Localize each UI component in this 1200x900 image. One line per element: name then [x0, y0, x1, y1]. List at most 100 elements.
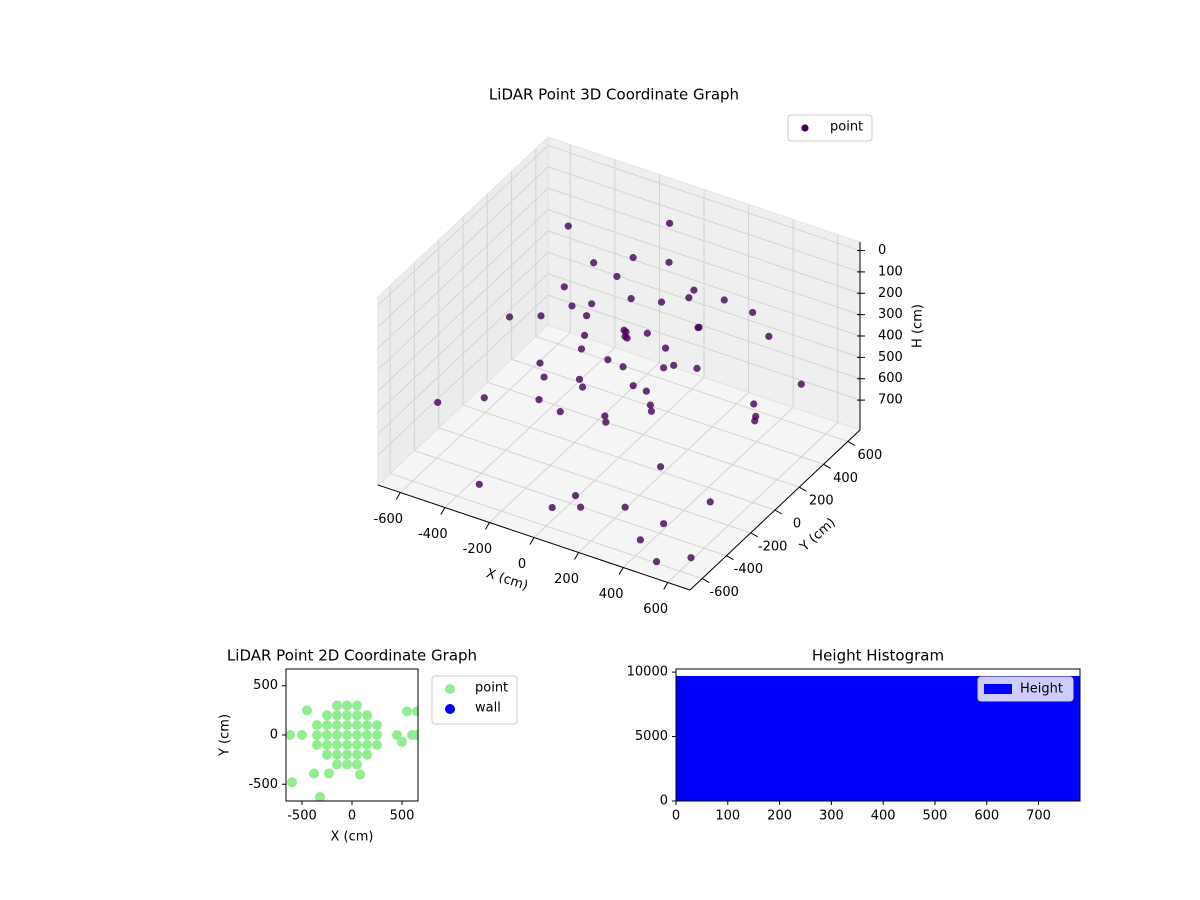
legend-marker — [445, 684, 455, 694]
legend-box — [787, 114, 873, 142]
x-tick-label: 100 — [715, 809, 740, 824]
tick-mark — [440, 507, 446, 515]
x-tick-label: 0 — [672, 809, 680, 824]
point — [342, 730, 352, 740]
point — [352, 749, 362, 760]
point — [397, 736, 407, 747]
point — [475, 480, 483, 488]
x-tick-label: 400 — [871, 809, 896, 824]
point — [577, 345, 586, 353]
point — [568, 302, 576, 310]
point — [720, 296, 728, 304]
x-tick-label: -400 — [418, 527, 448, 542]
point — [342, 749, 352, 760]
legend-swatch — [984, 684, 1012, 694]
grid-line — [547, 145, 861, 252]
point — [602, 418, 610, 426]
y-tick-label: -500 — [248, 777, 278, 792]
point — [352, 759, 362, 770]
x-tick-label: 400 — [599, 587, 624, 602]
grid-line — [547, 187, 861, 294]
point — [352, 739, 362, 750]
tick-mark — [574, 552, 580, 560]
z-tick-label: 400 — [878, 329, 903, 344]
y-tick-label: 5000 — [635, 729, 668, 744]
point — [309, 768, 319, 779]
tick-mark — [395, 492, 401, 500]
point — [342, 710, 352, 721]
tick-mark — [484, 522, 490, 530]
point — [604, 356, 612, 364]
point — [322, 739, 332, 750]
point — [706, 498, 714, 506]
point — [332, 749, 342, 760]
y-tick-label: -600 — [709, 585, 739, 600]
point — [575, 375, 584, 383]
point — [332, 730, 342, 740]
y-tick-label: -400 — [734, 562, 764, 577]
y-tick-label: 0 — [793, 517, 801, 532]
point — [571, 491, 580, 500]
tick-mark — [799, 486, 807, 492]
point — [355, 769, 365, 780]
point — [312, 739, 322, 750]
point — [629, 254, 637, 262]
x-tick-label: 700 — [1026, 809, 1051, 824]
grid-line — [414, 450, 727, 557]
grid-line — [377, 294, 549, 456]
tick-mark — [618, 567, 624, 575]
point — [312, 730, 322, 740]
point — [750, 400, 758, 408]
point — [665, 258, 673, 266]
z-tick-label: 700 — [878, 393, 903, 408]
point — [687, 554, 695, 562]
x-tick-label: -200 — [463, 542, 493, 557]
point — [580, 331, 589, 339]
point — [297, 730, 307, 740]
point — [372, 730, 382, 740]
tick-mark — [774, 509, 783, 515]
tick-mark — [750, 532, 758, 538]
point — [752, 412, 760, 420]
point — [505, 313, 514, 321]
point — [636, 536, 644, 544]
point — [287, 777, 297, 788]
point — [362, 720, 372, 731]
y-tick-label: 10000 — [627, 665, 668, 680]
point — [670, 361, 678, 369]
point — [622, 328, 630, 336]
axes-frame — [675, 668, 1081, 802]
point — [660, 520, 668, 528]
z-tick-label: 600 — [878, 371, 903, 386]
point — [362, 730, 372, 740]
point — [652, 558, 661, 566]
z-tick-label: 100 — [878, 264, 903, 279]
grid-line — [377, 251, 549, 413]
point — [322, 720, 332, 731]
point — [656, 463, 665, 471]
point — [576, 503, 585, 511]
y-tick-label: 200 — [809, 494, 834, 509]
point — [548, 503, 556, 512]
y-tick-label: 400 — [833, 471, 858, 486]
grid-line — [377, 273, 549, 435]
grid-line — [511, 358, 824, 465]
z-tick-label: 300 — [878, 307, 903, 322]
tick-mark — [529, 537, 535, 545]
y-tick-label: 0 — [270, 728, 278, 743]
point — [642, 387, 650, 395]
point — [685, 294, 693, 302]
y-axis-label: Y (cm) — [218, 714, 233, 757]
grid-line — [377, 187, 549, 349]
point — [590, 259, 598, 267]
point — [536, 359, 544, 367]
point — [392, 730, 402, 740]
point — [362, 710, 372, 721]
point — [372, 739, 382, 750]
point — [661, 344, 670, 352]
point — [332, 759, 342, 770]
grid-line — [547, 251, 861, 358]
chart-title: LiDAR Point 3D Coordinate Graph — [489, 86, 739, 104]
point — [362, 749, 372, 760]
